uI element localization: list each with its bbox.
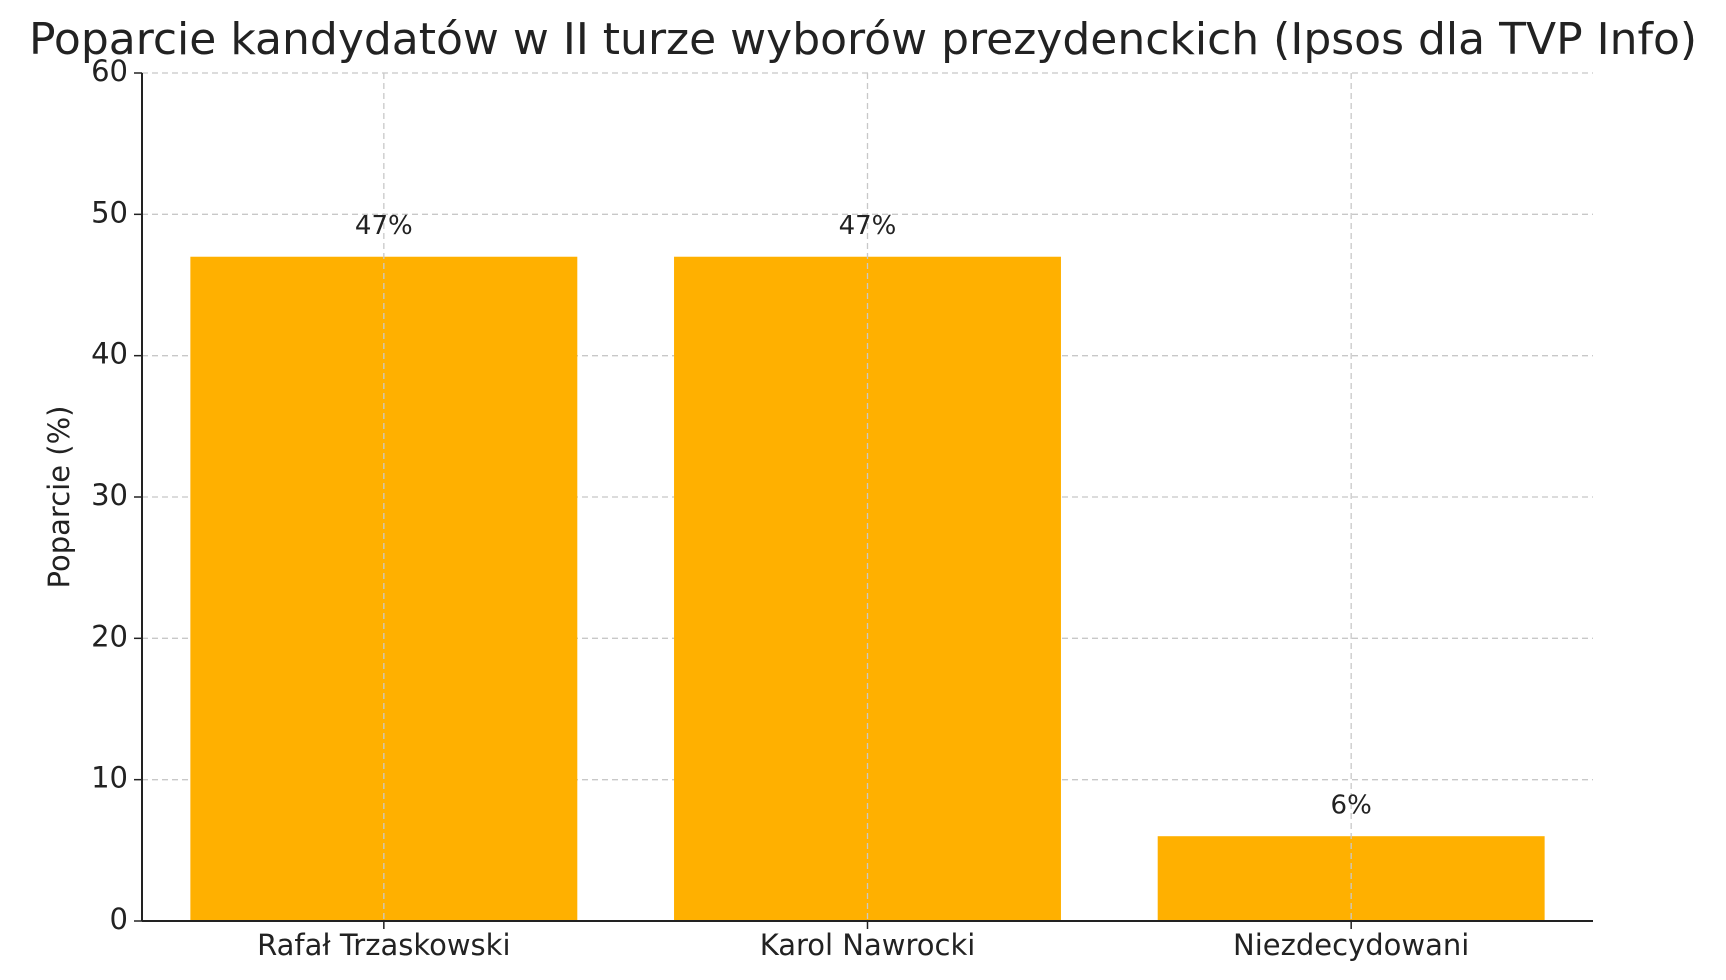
y-tick-label: 60 (91, 54, 128, 88)
value-label: 47% (839, 211, 897, 241)
y-tick-label: 50 (91, 195, 128, 229)
x-tick-label: Niezdecydowani (1233, 928, 1469, 962)
x-tick-label: Rafał Trzaskowski (257, 928, 510, 962)
x-tick-label: Karol Nawrocki (760, 928, 976, 962)
y-axis-label: Poparcie (%) (42, 406, 76, 589)
y-tick-label: 30 (91, 478, 128, 512)
y-tick-label: 10 (91, 761, 128, 795)
chart-title: Poparcie kandydatów w II turze wyborów p… (29, 14, 1697, 65)
value-label: 47% (355, 211, 413, 241)
y-tick-label: 40 (91, 337, 128, 371)
y-tick-label: 0 (110, 902, 128, 936)
y-tick-label: 20 (91, 619, 128, 653)
value-label: 6% (1331, 791, 1372, 821)
